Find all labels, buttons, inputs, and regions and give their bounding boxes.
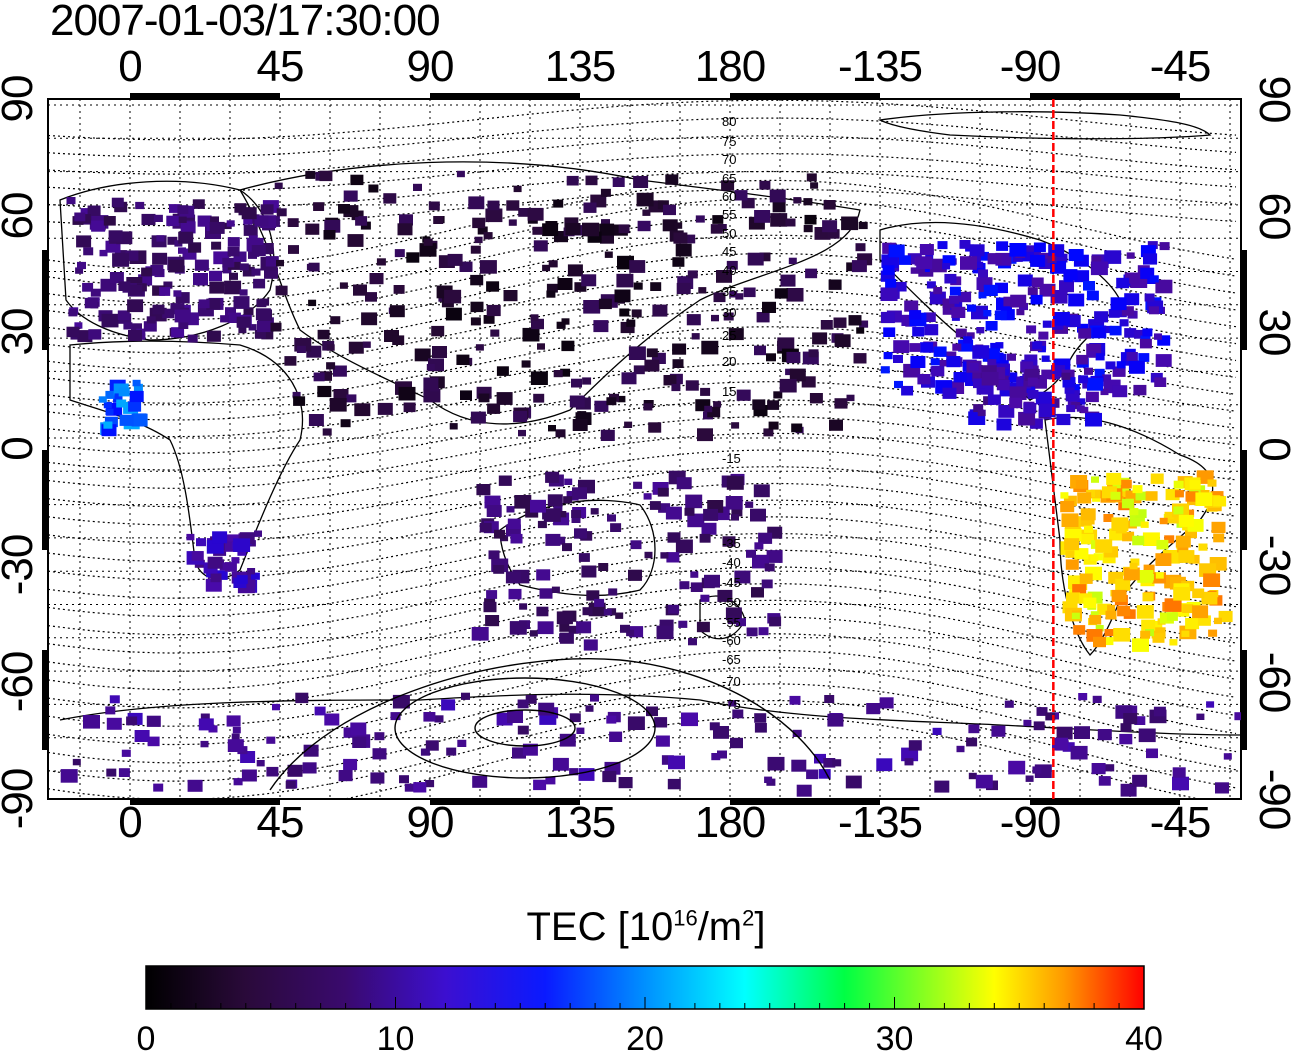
right-lat-tick-30: 30 — [1250, 308, 1292, 356]
contour-label--15: -15 — [722, 451, 741, 466]
contour-label-65: 65 — [722, 171, 736, 186]
top-lon-tick-180: 180 — [694, 42, 766, 91]
left-lat-tick--60: -60 — [0, 651, 42, 713]
left-lat-tick-60: 60 — [0, 192, 42, 240]
contour-label-80: 80 — [722, 114, 736, 129]
contour-label-15: 15 — [722, 384, 736, 399]
tec-region-europe — [66, 197, 280, 343]
top-lon-tick--90: -90 — [999, 42, 1062, 91]
left-lat-tick--90: -90 — [0, 768, 42, 829]
top-lon-tick-0: 0 — [118, 42, 143, 91]
tec-region-australia — [471, 470, 783, 651]
contour-label-20: 20 — [722, 354, 736, 369]
left-lat-tick--30: -30 — [0, 535, 42, 596]
right-lat-tick-0: 0 — [1249, 437, 1292, 460]
colorbar-title-end: ] — [754, 905, 766, 949]
left-lat-tick-30: 30 — [0, 308, 42, 356]
contour-label--45: -45 — [722, 575, 741, 590]
magnetic-pole-contours — [269, 658, 831, 791]
contour-label--65: -65 — [722, 652, 741, 667]
left-lat-tick-90: 90 — [0, 75, 42, 123]
colorbar-tick-0: 0 — [136, 1020, 156, 1058]
colorbar-tick-40: 40 — [1125, 1020, 1163, 1058]
tec-region-north-america — [880, 240, 1173, 399]
right-lat-tick-60: 60 — [1250, 192, 1292, 240]
right-lat-tick--60: -60 — [1250, 651, 1292, 713]
colorbar-title-unit: /m — [697, 905, 743, 949]
bottom-lon-tick-0: 0 — [118, 798, 143, 847]
tec-region-south-america — [1060, 470, 1233, 652]
tec-region-asia — [270, 170, 873, 442]
contour-label--40: -40 — [722, 555, 741, 570]
contour-label-70: 70 — [722, 152, 736, 167]
timestamp-title: 2007-01-03/17:30:00 — [50, 0, 441, 45]
tec-region-west-africa — [98, 379, 148, 437]
contour-label--75: -75 — [722, 697, 741, 712]
colorbar-title: TEC [1016/m2] — [0, 905, 1292, 950]
colorbar-title-unit-exponent: 2 — [742, 905, 755, 931]
top-lon-tick-45: 45 — [256, 42, 305, 91]
colorbar-tick-10: 10 — [376, 1020, 415, 1058]
contour-label--55: -55 — [722, 615, 741, 630]
frame-bands — [42, 93, 1247, 805]
contour-label-40: 40 — [722, 263, 736, 278]
tec-data-layer — [60, 170, 1241, 797]
tec-region-central-america — [966, 360, 1102, 431]
bottom-lon-tick--90: -90 — [999, 798, 1062, 847]
right-lat-tick--30: -30 — [1250, 535, 1292, 596]
contour-labels: 80 75 70 65 60 55 50 45 40 35 30 25 20 15 -15 -35 -40 -45… — [722, 114, 741, 712]
contour-label-75: 75 — [722, 134, 736, 149]
contour-label-35: 35 — [722, 284, 736, 299]
top-lon-tick-90: 90 — [406, 42, 455, 91]
right-lat-tick--90: -90 — [1250, 768, 1292, 829]
tec-region-antarctica — [60, 692, 1241, 797]
contour-label--60: -60 — [722, 633, 741, 648]
contour-label--35: -35 — [722, 536, 741, 551]
contour-label-55: 55 — [722, 207, 736, 222]
bottom-lon-tick-135: 135 — [544, 798, 616, 847]
bottom-lon-tick--45: -45 — [1149, 798, 1212, 847]
contour-label-60: 60 — [722, 189, 736, 204]
contour-label-30: 30 — [722, 305, 736, 320]
contour-label--70: -70 — [722, 674, 741, 689]
top-lon-tick-135: 135 — [544, 42, 616, 91]
top-lon-tick--135: -135 — [837, 42, 923, 91]
colorbar-title-text: TEC [10 — [526, 905, 674, 949]
tec-region-southern-africa — [186, 530, 262, 594]
contour-label--50: -50 — [722, 595, 741, 610]
left-lat-tick-0: 0 — [0, 437, 43, 460]
bottom-lon-tick-90: 90 — [406, 798, 455, 847]
contour-label-45: 45 — [722, 244, 736, 259]
contour-label-25: 25 — [722, 328, 736, 343]
colorbar-tick-30: 30 — [875, 1020, 914, 1058]
bottom-lon-tick-45: 45 — [256, 798, 305, 847]
colorbar-tick-marks — [145, 997, 1145, 1009]
bottom-lon-tick-180: 180 — [694, 798, 766, 847]
right-lat-tick-90: 90 — [1250, 75, 1292, 123]
colorbar-tick-20: 20 — [626, 1020, 664, 1058]
top-lon-tick--45: -45 — [1149, 42, 1212, 91]
colorbar-title-exponent: 16 — [673, 905, 698, 931]
bottom-lon-tick--135: -135 — [837, 798, 923, 847]
contour-label-50: 50 — [722, 226, 736, 241]
